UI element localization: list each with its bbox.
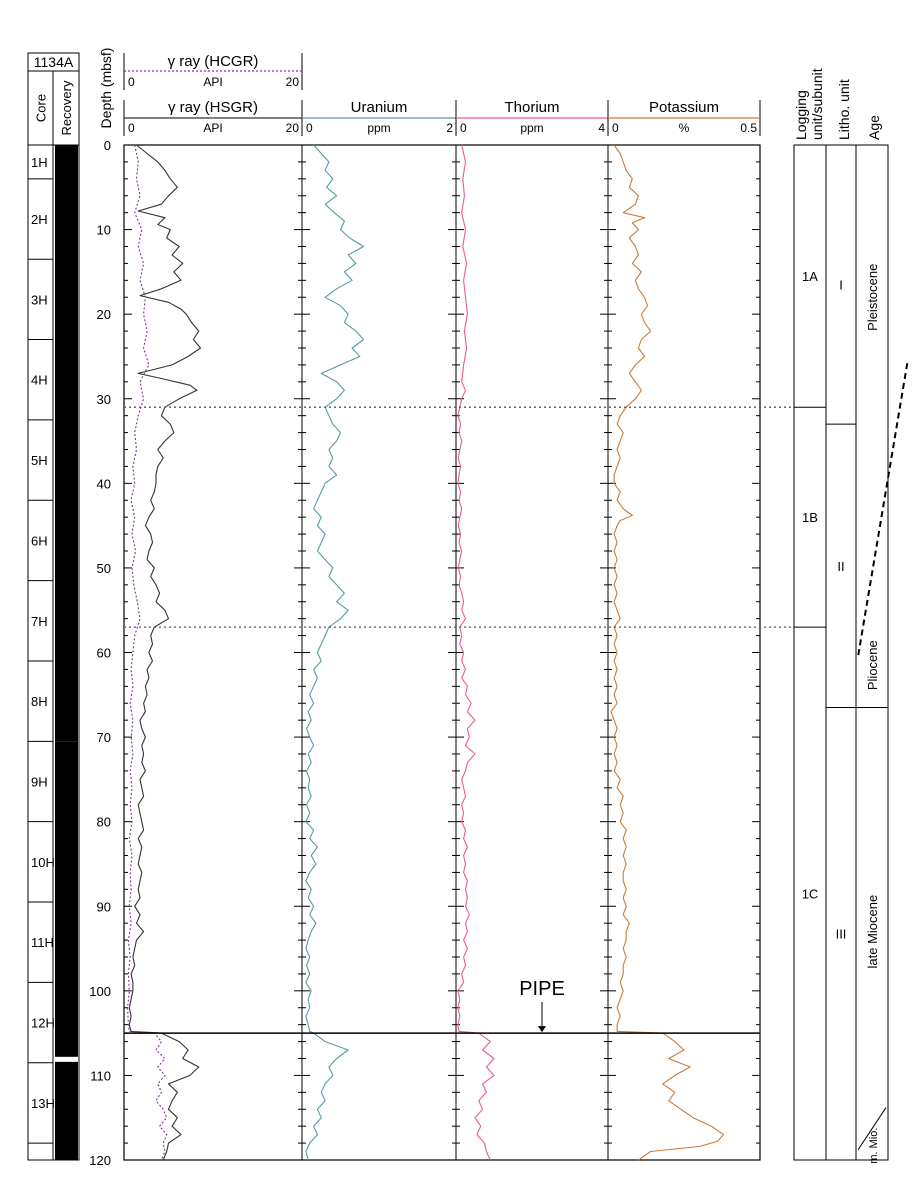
track-scale-max: 0.5 [740, 121, 757, 135]
track-unit: ppm [520, 121, 543, 135]
core-label: 4H [31, 373, 48, 388]
track-title: Potassium [649, 99, 719, 116]
unit-panel: Logging unit/subunit Litho. unit Age 1A 1B 1C I… [793, 68, 909, 1164]
depth-tick-label: 70 [97, 730, 111, 745]
depth-tick-label: 20 [97, 307, 111, 322]
recovery-bar [55, 741, 78, 1057]
core-label: 5H [31, 453, 48, 468]
core-label: 9H [31, 774, 48, 789]
log-frames [123, 53, 761, 1161]
age-label: Pleistocene [865, 264, 880, 331]
depth-tick-label: 100 [89, 984, 111, 999]
hcgr-scale-min: 0 [128, 75, 135, 89]
series--ray-hcgr- [127, 144, 168, 1161]
depth-tick-label: 50 [97, 561, 111, 576]
pipe-arrow-head [538, 1026, 546, 1033]
core-label: 11H [31, 935, 54, 950]
depth-tick-label: 30 [97, 392, 111, 407]
logging-unit-label: 1C [802, 887, 819, 902]
track-scale-min: 0 [612, 121, 619, 135]
depth-axis: Depth (mbsf) 0 10 20 30 40 50 60 70 80 90 100 110 120 [89, 48, 114, 1168]
depth-tick-label: 110 [90, 1068, 111, 1083]
depth-tick-label: 120 [89, 1153, 111, 1168]
age-header: Age [866, 115, 882, 140]
litho-unit-label: III [836, 927, 847, 942]
core-label: 6H [31, 533, 48, 548]
pipe-label: PIPE [519, 978, 565, 1000]
core-label: 2H [31, 212, 48, 227]
track-scale-min: 0 [306, 121, 313, 135]
litho-unit-label: I [839, 278, 843, 293]
core-label: 7H [31, 614, 48, 629]
series-thorium [457, 144, 495, 1161]
recovery-bar [55, 145, 78, 742]
series--ray-hsgr- [128, 144, 202, 1161]
depth-tick-label: 40 [97, 476, 111, 491]
core-label: 12H [31, 1016, 55, 1031]
age-boundary-uncertain [857, 363, 909, 657]
depth-tick-label: 60 [97, 646, 111, 661]
track-scale-max: 2 [446, 121, 453, 135]
litho-unit-label: II [837, 559, 844, 574]
track-unit: % [679, 121, 690, 135]
track-title: Thorium [504, 99, 559, 116]
units-frame [793, 144, 889, 1161]
core-label: 13H [31, 1096, 55, 1111]
core-label: 1H [31, 155, 48, 170]
core-label: 3H [31, 292, 48, 307]
recovery-bar [55, 1061, 78, 1160]
track-scale-max: 20 [286, 121, 300, 135]
depth-tick-label: 90 [97, 899, 111, 914]
depth-tick-label: 80 [97, 815, 111, 830]
logging-header-line1: Logging [793, 90, 809, 140]
tracks-frame [123, 144, 761, 1161]
logging-header-line2: unit/subunit [809, 68, 825, 140]
recovery-header: Recovery [59, 80, 74, 135]
age-label: m. Mio. [868, 1128, 880, 1164]
hcgr-scale-max: 20 [286, 75, 300, 89]
logging-unit-label: 1B [802, 510, 818, 525]
track-unit: ppm [367, 121, 390, 135]
core-label: 8H [31, 694, 48, 709]
depth-tick-label: 10 [97, 223, 111, 238]
age-label: Pliocene [865, 640, 880, 690]
track-unit: API [203, 121, 222, 135]
age-label: late Miocene [865, 895, 880, 969]
core-header: Core [34, 94, 49, 122]
core-label: 10H [31, 855, 55, 870]
track-title: Uranium [351, 99, 408, 116]
track-scale-min: 0 [460, 121, 467, 135]
age-boundary-miocene [857, 1107, 887, 1151]
track-scale-max: 4 [598, 121, 605, 135]
track-scale-min: 0 [128, 121, 135, 135]
litho-header: Litho. unit [836, 79, 852, 140]
series-uranium [305, 144, 365, 1161]
depth-tick-label: 0 [104, 138, 111, 153]
hole-label: 1134A [34, 54, 74, 70]
series-potassium [610, 144, 725, 1161]
boundary-overlay: PIPE [124, 406, 794, 1034]
core-column: 1134A Core Recovery 1H 2H 3H 4H 5H 6H 7H 8H 9H 10H 11… [27, 52, 80, 1161]
track-title: γ ray (HSGR) [168, 99, 258, 116]
hcgr-title: γ ray (HCGR) [168, 53, 259, 70]
logging-unit-label: 1A [802, 269, 818, 284]
depth-axis-label: Depth (mbsf) [98, 48, 114, 129]
hcgr-unit: API [203, 75, 222, 89]
